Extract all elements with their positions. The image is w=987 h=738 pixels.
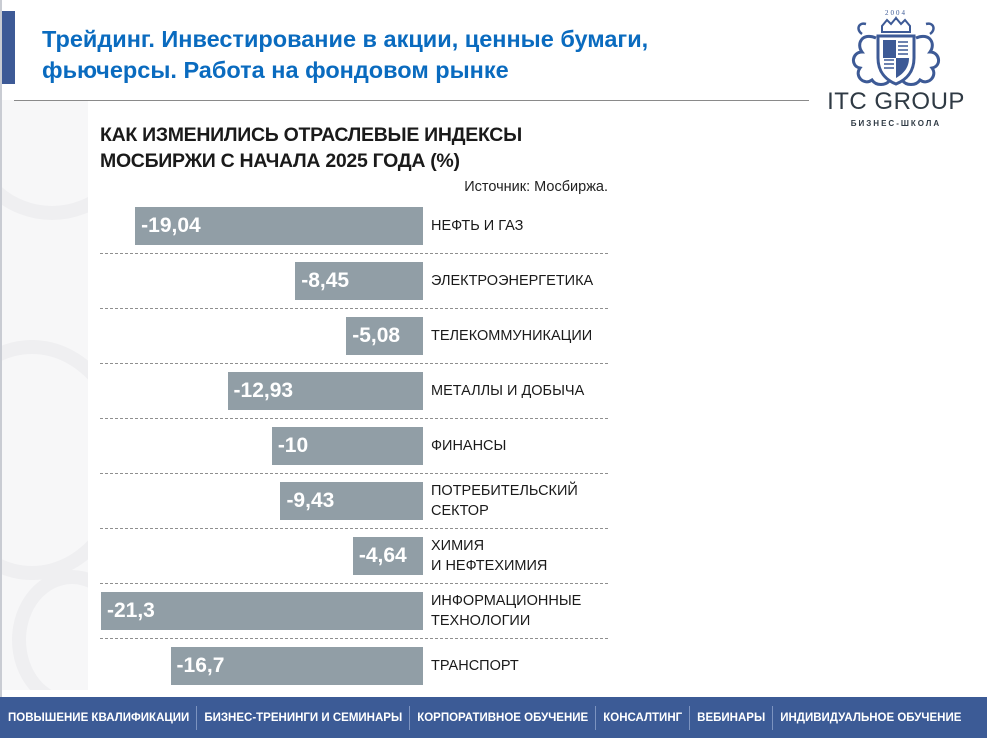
bar-category-label: ЭЛЕКТРОЭНЕРГЕТИКА xyxy=(431,273,594,289)
title-divider xyxy=(14,100,809,101)
footer-divider xyxy=(689,705,691,730)
bar: -8,45 xyxy=(295,262,423,300)
footer-link-corporate[interactable]: КОРПОРАТИВНОЕ ОБУЧЕНИЕ xyxy=(417,711,589,724)
background-watermark xyxy=(2,100,88,690)
chart-row: -9,43 ПОТРЕБИТЕЛЬСКИЙ СЕКТОР xyxy=(100,482,608,537)
chart-row: -5,08 ТЕЛЕКОММУНИКАЦИИ xyxy=(100,317,608,372)
chart-title-line-1: КАК ИЗМЕНИЛИСЬ ОТРАСЛЕВЫЕ ИНДЕКСЫ xyxy=(100,124,522,146)
row-divider xyxy=(100,638,608,639)
bar-value: -12,93 xyxy=(233,379,294,402)
footer-link-trainings[interactable]: БИЗНЕС-ТРЕНИНГИ И СЕМИНАРЫ xyxy=(204,711,403,724)
chart-row: -21,3 ИНФОРМАЦИОННЫЕ ТЕХНОЛОГИИ xyxy=(100,592,608,647)
bar-value: -5,08 xyxy=(352,324,401,347)
bar: -19,04 xyxy=(135,207,423,245)
footer-nav: ПОВЫШЕНИЕ КВАЛИФИКАЦИИ БИЗНЕС-ТРЕНИНГИ И… xyxy=(0,697,987,738)
footer-link-webinars[interactable]: ВЕБИНАРЫ xyxy=(697,711,766,724)
bar-value: -8,45 xyxy=(301,269,350,292)
bar-category-label: ПОТРЕБИТЕЛЬСКИЙ СЕКТОР xyxy=(431,483,578,519)
bar-value: -4,64 xyxy=(358,544,407,567)
bar-value: -9,43 xyxy=(286,489,335,512)
row-divider xyxy=(100,473,608,474)
slide-left-border xyxy=(0,0,2,738)
slide-title: Трейдинг. Инвестирование в акции, ценные… xyxy=(42,24,782,86)
row-divider xyxy=(100,528,608,529)
chart-row: -16,7 ТРАНСПОРТ xyxy=(100,647,608,702)
slide-title-line-2: фьючерсы. Работа на фондовом рынке xyxy=(42,57,509,83)
bar: -12,93 xyxy=(227,372,423,410)
row-divider xyxy=(100,418,608,419)
chart-row: -4,64 ХИМИЯ И НЕФТЕХИМИЯ xyxy=(100,537,608,592)
chart-row: -8,45 ЭЛЕКТРОЭНЕРГЕТИКА xyxy=(100,262,608,317)
footer-link-qualification[interactable]: ПОВЫШЕНИЕ КВАЛИФИКАЦИИ xyxy=(8,711,190,724)
chart-row: -12,93 МЕТАЛЛЫ И ДОБЫЧА xyxy=(100,372,608,427)
row-divider xyxy=(100,308,608,309)
bar: -5,08 xyxy=(346,317,423,355)
row-divider xyxy=(100,253,608,254)
logo-subtitle: БИЗНЕС-ШКОЛА xyxy=(850,119,942,128)
footer-divider xyxy=(772,705,774,730)
bar-category-label: ФИНАНСЫ xyxy=(431,438,507,454)
bar: -4,64 xyxy=(352,537,423,575)
logo-name: ITC GROUP xyxy=(827,88,965,115)
footer-divider xyxy=(409,705,411,730)
chart-title-line-2: МОСБИРЖИ С НАЧАЛА 2025 ГОДА (%) xyxy=(100,150,460,172)
bar: -9,43 xyxy=(280,482,423,520)
chart-row: -10 ФИНАНСЫ xyxy=(100,427,608,482)
chart-title: КАК ИЗМЕНИЛИСЬ ОТРАСЛЕВЫЕ ИНДЕКСЫ МОСБИР… xyxy=(100,122,620,174)
footer-link-consulting[interactable]: КОНСАЛТИНГ xyxy=(603,711,683,724)
bar-category-label: ИНФОРМАЦИОННЫЕ ТЕХНОЛОГИИ xyxy=(431,593,582,629)
row-divider xyxy=(100,363,608,364)
row-divider xyxy=(100,583,608,584)
bar-value: -19,04 xyxy=(141,214,201,237)
bar-value: -21,3 xyxy=(107,599,155,622)
footer-divider xyxy=(595,705,597,730)
footer-divider xyxy=(196,705,198,730)
bar: -16,7 xyxy=(170,647,423,685)
slide-title-line-1: Трейдинг. Инвестирование в акции, ценные… xyxy=(42,26,649,52)
chart-source: Источник: Мосбиржа. xyxy=(464,179,608,195)
bar-value: -16,7 xyxy=(176,654,225,677)
bar: -10 xyxy=(271,427,423,465)
bar-value: -10 xyxy=(277,434,309,457)
bar-category-label: ТЕЛЕКОММУНИКАЦИИ xyxy=(431,328,593,344)
bar-category-label: ТРАНСПОРТ xyxy=(431,658,519,674)
bar-category-label: НЕФТЬ И ГАЗ xyxy=(431,218,524,234)
bar: -21,3 xyxy=(101,592,423,630)
bar-category-label: МЕТАЛЛЫ И ДОБЫЧА xyxy=(431,383,585,399)
logo-year: 2004 xyxy=(885,9,907,17)
bar-category-label: ХИМИЯ И НЕФТЕХИМИЯ xyxy=(431,538,548,574)
chart-row: -19,04 НЕФТЬ И ГАЗ xyxy=(100,207,608,262)
title-accent-bar xyxy=(2,11,15,84)
footer-link-individual[interactable]: ИНДИВИДУАЛЬНОЕ ОБУЧЕНИЕ xyxy=(780,711,962,724)
crest-icon: 2004 xyxy=(852,9,940,86)
